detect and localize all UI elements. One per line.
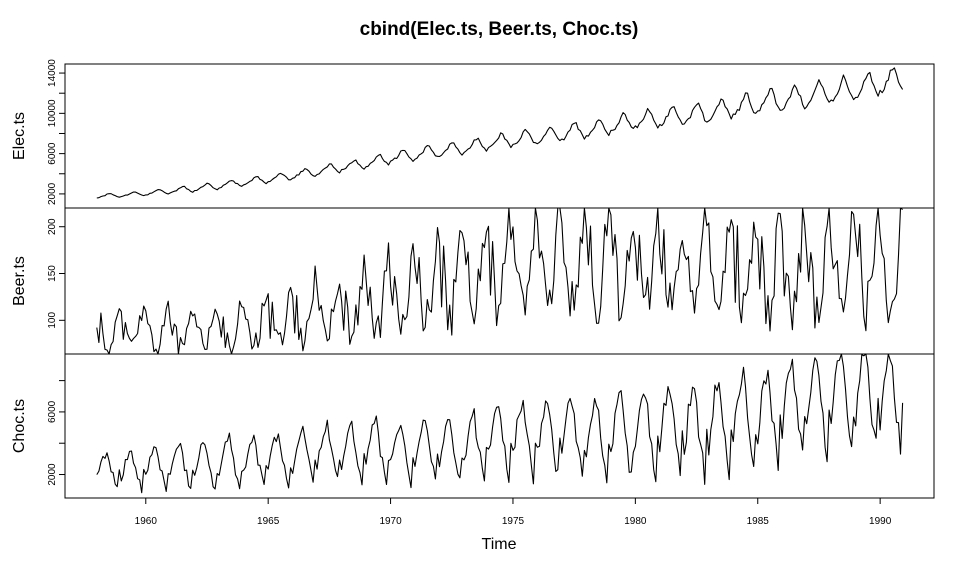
panel-frame xyxy=(64,207,935,355)
y-tick-label: 200 xyxy=(47,218,58,235)
chart-title: cbind(Elec.ts, Beer.ts, Choc.ts) xyxy=(360,19,639,40)
series-line-choc-ts xyxy=(96,353,904,494)
y-axis-title: Elec.ts xyxy=(11,112,28,160)
x-tick-label: 1985 xyxy=(747,516,770,527)
y-tick-label: 6000 xyxy=(47,142,58,165)
x-tick-label: 1960 xyxy=(135,516,158,527)
x-tick-label: 1990 xyxy=(869,516,892,527)
panel-beer-ts: 100 150 200 Beer.ts xyxy=(11,207,935,355)
y-axis-title: Choc.ts xyxy=(11,399,28,453)
y-tick-label: 10000 xyxy=(47,99,58,127)
x-tick-label: 1975 xyxy=(502,516,525,527)
x-tick-label: 1965 xyxy=(257,516,280,527)
y-tick-label: 100 xyxy=(47,312,58,329)
x-axis-title: Time xyxy=(482,536,517,553)
panel-frame xyxy=(64,353,935,499)
y-tick-label: 150 xyxy=(47,265,58,282)
panel-choc-ts: 2000 6000 Choc.ts xyxy=(11,353,935,499)
y-tick-label: 2000 xyxy=(47,182,58,205)
panel-elec-ts: 2000 6000 10000 14000 Elec.ts xyxy=(11,59,935,209)
y-tick-label: 6000 xyxy=(47,400,58,423)
series-line-beer-ts xyxy=(96,207,903,355)
panels-group: 2000 6000 10000 14000 Elec.ts 100 150 200 Beer.t… xyxy=(11,59,935,499)
y-tick-label: 14000 xyxy=(47,59,58,87)
series-line-elec-ts xyxy=(96,67,904,199)
y-tick-label: 2000 xyxy=(47,463,58,486)
x-tick-label: 1970 xyxy=(379,516,402,527)
x-axis: 1960 1965 1970 1975 1980 1985 1990 xyxy=(135,498,892,527)
y-axis-title: Beer.ts xyxy=(11,256,28,306)
x-tick-label: 1980 xyxy=(624,516,647,527)
